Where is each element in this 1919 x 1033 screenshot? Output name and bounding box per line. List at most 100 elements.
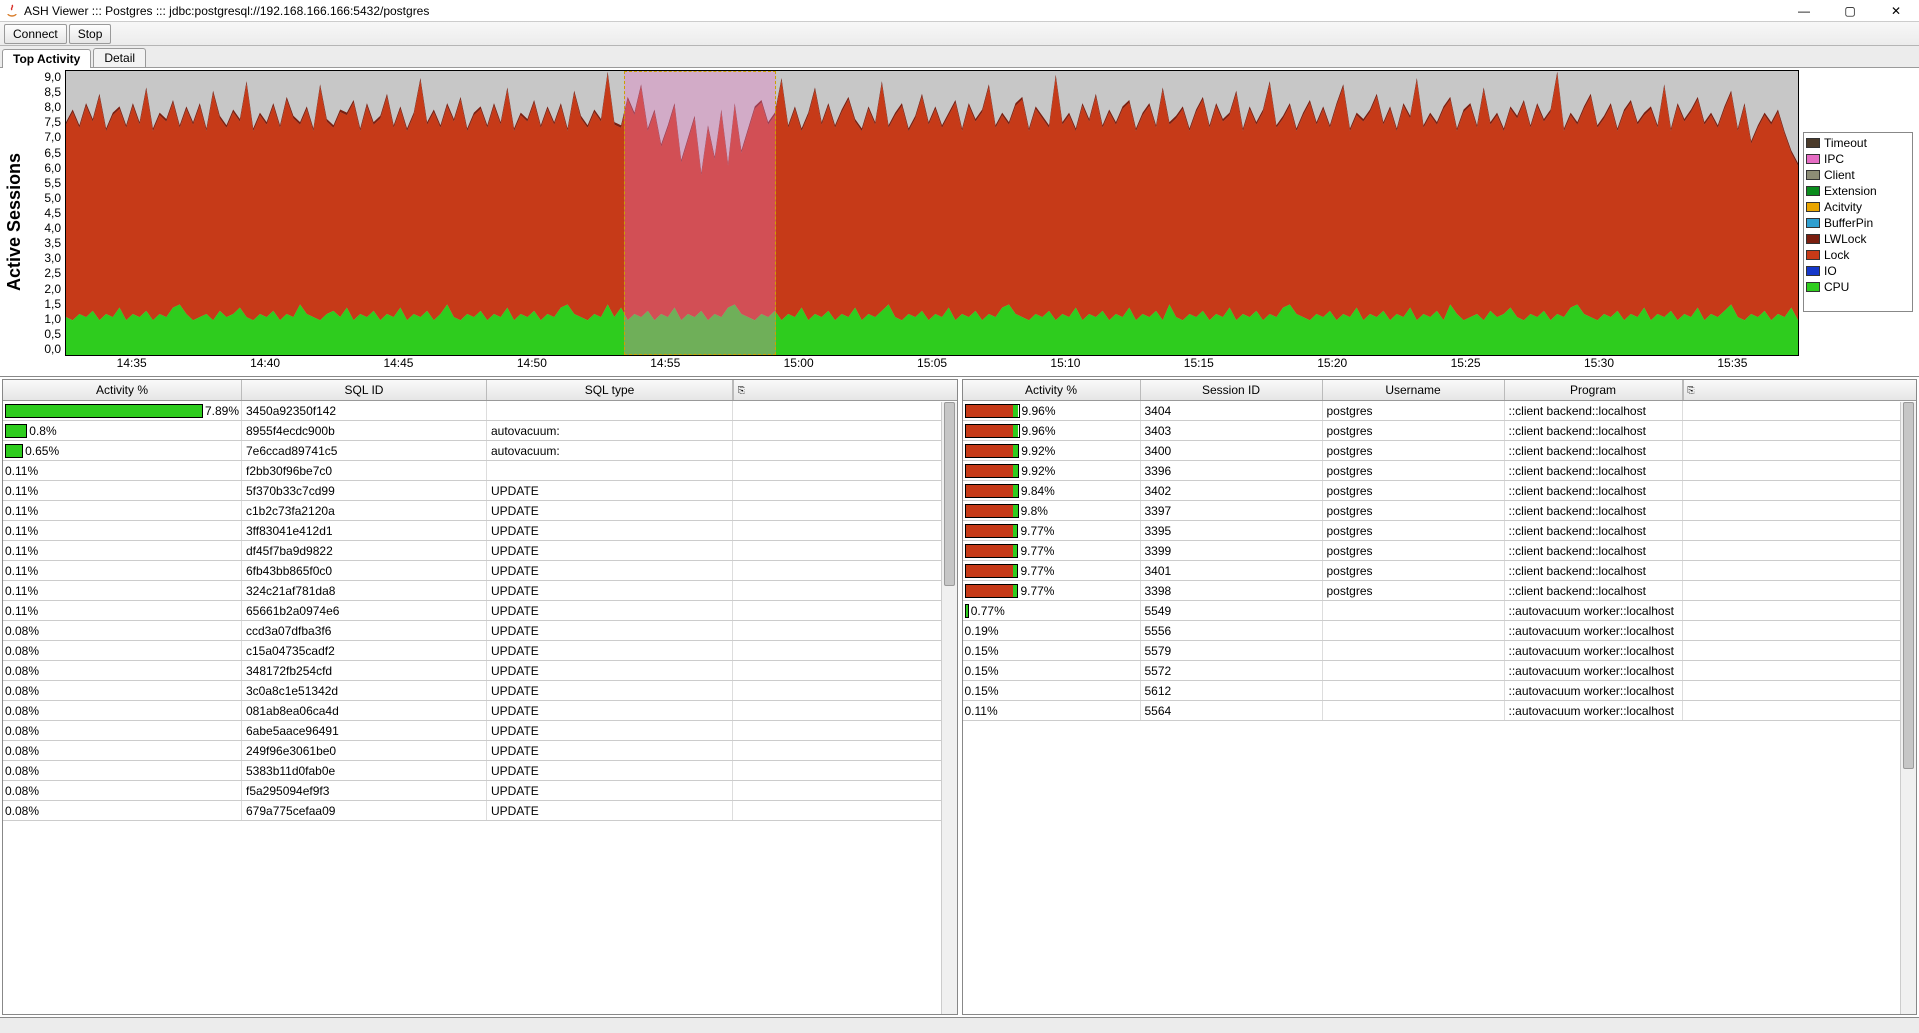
table-row[interactable]: 0.11%c1b2c73fa2120aUPDATE	[3, 501, 957, 521]
table-row[interactable]: 0.11%6fb43bb865f0c0UPDATE	[3, 561, 957, 581]
activity-bar	[965, 484, 1019, 498]
activity-bar-cell: 0.08%	[3, 801, 242, 820]
activity-bar-cell: 0.08%	[3, 741, 242, 760]
table-row[interactable]: 9.8%3397postgres::client backend::localh…	[963, 501, 1917, 521]
table-row[interactable]: 0.11%65661b2a0974e6UPDATE	[3, 601, 957, 621]
table-row[interactable]: 9.84%3402postgres::client backend::local…	[963, 481, 1917, 501]
table-row[interactable]: 0.08%5383b11d0fab0eUPDATE	[3, 761, 957, 781]
table-row[interactable]: 9.92%3396postgres::client backend::local…	[963, 461, 1917, 481]
table-corner-icon[interactable]: ⎘	[1683, 380, 1699, 400]
session-table-scrollbar[interactable]	[1900, 402, 1916, 1014]
chart-legend: TimeoutIPCClientExtensionAcitvityBufferP…	[1803, 132, 1913, 312]
table-row[interactable]: 0.11%324c21af781da8UPDATE	[3, 581, 957, 601]
activity-bar	[965, 524, 1019, 538]
session-table-body[interactable]: 9.96%3404postgres::client backend::local…	[963, 401, 1917, 1014]
activity-bar	[5, 404, 203, 418]
table-row[interactable]: 0.08%f5a295094ef9f3UPDATE	[3, 781, 957, 801]
legend-label: LWLock	[1824, 232, 1866, 246]
table-row[interactable]: 0.11%f2bb30f96be7c0	[3, 461, 957, 481]
window-maximize-button[interactable]: ▢	[1827, 0, 1873, 22]
table-row[interactable]: 9.77%3395postgres::client backend::local…	[963, 521, 1917, 541]
sql-type-cell: UPDATE	[487, 801, 733, 820]
legend-item: Extension	[1806, 183, 1910, 199]
sql-id-cell: 5383b11d0fab0e	[242, 761, 487, 780]
column-header[interactable]: SQL ID	[242, 380, 487, 400]
window-close-button[interactable]: ✕	[1873, 0, 1919, 22]
table-row[interactable]: 9.77%3401postgres::client backend::local…	[963, 561, 1917, 581]
table-row[interactable]: 9.77%3399postgres::client backend::local…	[963, 541, 1917, 561]
column-header[interactable]: Session ID	[1141, 380, 1323, 400]
x-tick: 15:30	[1532, 356, 1665, 374]
table-row[interactable]: 0.08%6abe5aace96491UPDATE	[3, 721, 957, 741]
sql-id-cell: ccd3a07dfba3f6	[242, 621, 487, 640]
y-tick: 3,5	[44, 236, 61, 250]
activity-pct-label: 7.89%	[205, 404, 239, 418]
activity-pct-label: 0.11%	[965, 704, 998, 718]
activity-pct-label: 0.65%	[25, 444, 59, 458]
sql-id-cell: 5f370b33c7cd99	[242, 481, 487, 500]
column-header[interactable]: Activity %	[963, 380, 1141, 400]
table-row[interactable]: 0.77%5549::autovacuum worker::localhost	[963, 601, 1917, 621]
sql-id-cell: 3450a92350f142	[242, 401, 487, 420]
table-row[interactable]: 0.15%5612::autovacuum worker::localhost	[963, 681, 1917, 701]
activity-pct-label: 0.19%	[965, 624, 999, 638]
window-minimize-button[interactable]: —	[1781, 0, 1827, 22]
table-row[interactable]: 0.08%081ab8ea06ca4dUPDATE	[3, 701, 957, 721]
table-row[interactable]: 7.89%3450a92350f142	[3, 401, 957, 421]
table-row[interactable]: 0.08%c15a04735cadf2UPDATE	[3, 641, 957, 661]
legend-label: IPC	[1824, 152, 1844, 166]
legend-label: Acitvity	[1824, 200, 1862, 214]
activity-bar-cell: 9.77%	[963, 581, 1141, 600]
username-cell	[1323, 601, 1505, 620]
chart-y-label: Active Sessions	[2, 70, 27, 374]
sql-id-cell: 8955f4ecdc900b	[242, 421, 487, 440]
table-row[interactable]: 0.15%5572::autovacuum worker::localhost	[963, 661, 1917, 681]
table-row[interactable]: 0.11%5f370b33c7cd99UPDATE	[3, 481, 957, 501]
activity-pct-label: 0.11%	[5, 564, 38, 578]
legend-label: Lock	[1824, 248, 1849, 262]
bar-segment	[6, 425, 26, 437]
legend-swatch	[1806, 202, 1820, 212]
session-id-cell: 3402	[1141, 481, 1323, 500]
column-header[interactable]: Activity %	[3, 380, 242, 400]
x-tick: 15:15	[1132, 356, 1265, 374]
table-row[interactable]: 0.11%3ff83041e412d1UPDATE	[3, 521, 957, 541]
table-row[interactable]: 9.96%3403postgres::client backend::local…	[963, 421, 1917, 441]
column-header[interactable]: SQL type	[487, 380, 733, 400]
activity-bar-cell: 0.11%	[3, 581, 242, 600]
sql-id-cell: c1b2c73fa2120a	[242, 501, 487, 520]
sql-table-body[interactable]: 7.89%3450a92350f1420.8%8955f4ecdc900baut…	[3, 401, 957, 1014]
table-row[interactable]: 0.15%5579::autovacuum worker::localhost	[963, 641, 1917, 661]
table-row[interactable]: 0.11%5564::autovacuum worker::localhost	[963, 701, 1917, 721]
column-header[interactable]: Program	[1505, 380, 1683, 400]
chart-y-axis: 9,08,58,07,57,06,56,05,55,04,54,03,53,02…	[27, 70, 65, 356]
program-cell: ::autovacuum worker::localhost	[1505, 661, 1683, 680]
table-row[interactable]: 0.08%3c0a8c1e51342dUPDATE	[3, 681, 957, 701]
table-row[interactable]: 0.08%679a775cefaa09UPDATE	[3, 801, 957, 821]
table-row[interactable]: 0.19%5556::autovacuum worker::localhost	[963, 621, 1917, 641]
table-row[interactable]: 9.92%3400postgres::client backend::local…	[963, 441, 1917, 461]
tab-detail[interactable]: Detail	[93, 48, 146, 67]
table-row[interactable]: 0.65%7e6ccad89741c5autovacuum:	[3, 441, 957, 461]
chart-plot[interactable]	[65, 70, 1799, 356]
program-cell: ::autovacuum worker::localhost	[1505, 681, 1683, 700]
program-cell: ::autovacuum worker::localhost	[1505, 621, 1683, 640]
table-row[interactable]: 9.96%3404postgres::client backend::local…	[963, 401, 1917, 421]
table-row[interactable]: 0.08%348172fb254cfdUPDATE	[3, 661, 957, 681]
sql-type-cell: UPDATE	[487, 561, 733, 580]
legend-item: IPC	[1806, 151, 1910, 167]
table-row[interactable]: 0.08%ccd3a07dfba3f6UPDATE	[3, 621, 957, 641]
sql-table-scrollbar[interactable]	[941, 402, 957, 1014]
connect-button[interactable]: Connect	[4, 24, 67, 44]
column-header[interactable]: Username	[1323, 380, 1505, 400]
table-corner-icon[interactable]: ⎘	[733, 380, 749, 400]
table-row[interactable]: 0.8%8955f4ecdc900bautovacuum:	[3, 421, 957, 441]
stop-button[interactable]: Stop	[69, 24, 112, 44]
table-row[interactable]: 9.77%3398postgres::client backend::local…	[963, 581, 1917, 601]
sql-id-cell: 324c21af781da8	[242, 581, 487, 600]
tab-top-activity[interactable]: Top Activity	[2, 49, 91, 68]
table-row[interactable]: 0.11%df45f7ba9d9822UPDATE	[3, 541, 957, 561]
bar-segment	[966, 445, 1014, 457]
x-tick: 15:05	[865, 356, 998, 374]
table-row[interactable]: 0.08%249f96e3061be0UPDATE	[3, 741, 957, 761]
